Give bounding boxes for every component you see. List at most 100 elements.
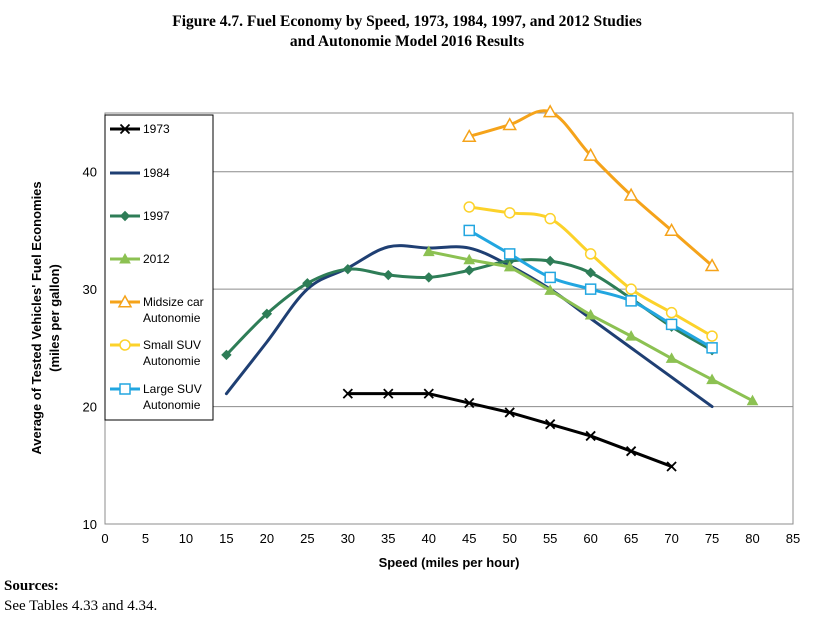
legend-item-1997-label: 1997 — [143, 209, 170, 223]
legend-item-midsize-car-autonomie: Midsize car Autonomie — [110, 294, 204, 325]
legend-item-2012-swatch-marker — [119, 252, 131, 264]
series-midsize-car-autonomie — [461, 104, 720, 272]
series-1997-point-15 — [221, 349, 232, 361]
x-tick-label-70: 70 — [664, 531, 678, 546]
series-1997-point-25 — [302, 278, 313, 289]
x-axis-tick-labels: 0 5 10 15 20 25 30 35 40 45 50 55 60 65 70 75 80 85 — [101, 531, 800, 546]
x-tick-label-35: 35 — [381, 531, 395, 546]
series-large-suv-autonomie-point-50 — [503, 248, 516, 260]
x-tick-label-40: 40 — [422, 531, 436, 546]
series-small-suv-autonomie-point-65 — [625, 283, 637, 295]
legend-item-small-suv-autonomie: Small SUV Autonomie — [110, 338, 201, 368]
x-axis-label: Speed (miles per hour) — [379, 555, 520, 570]
series-small-suv-autonomie-point-50 — [503, 207, 516, 219]
legend-item-midsize-car-autonomie-label-line-2: Autonomie — [143, 311, 201, 325]
legend-item-1973: 1973 — [110, 122, 170, 136]
series-large-suv-autonomie-point-65 — [625, 295, 637, 307]
x-tick-label-75: 75 — [705, 531, 719, 546]
series-2012-point-40 — [422, 245, 435, 257]
series-2012-point-75 — [706, 373, 718, 385]
figure-title-line-2: and Autonomie Model 2016 Results — [289, 33, 525, 50]
series-1973-point-60 — [585, 430, 596, 442]
legend-item-small-suv-autonomie-label-line-1: Small SUV — [143, 338, 201, 352]
series-large-suv-autonomie — [463, 224, 718, 354]
y-axis-label-line-2: (miles per gallon) — [47, 264, 62, 372]
series-1973-point-40 — [423, 388, 434, 399]
series-1984-line — [224, 244, 714, 409]
y-tick-label-40: 40 — [83, 165, 97, 180]
series-1973-point-35 — [383, 388, 394, 399]
series-midsize-car-autonomie-point-50 — [502, 117, 517, 131]
x-tick-label-20: 20 — [260, 531, 274, 546]
series-midsize-car-autonomie-point-70 — [664, 222, 679, 236]
series-small-suv-autonomie-point-70 — [665, 306, 678, 319]
series-midsize-car-autonomie-line — [467, 109, 714, 268]
legend-item-small-suv-autonomie-swatch-marker — [119, 339, 131, 351]
series-2012-point-50 — [503, 260, 516, 272]
series-1997-point-20 — [261, 308, 273, 320]
series-2012-point-65 — [625, 330, 637, 341]
y-tick-label-10: 10 — [83, 517, 97, 532]
series-midsize-car-autonomie-point-60 — [583, 147, 598, 161]
series-small-suv-autonomie-point-55 — [544, 212, 556, 225]
sources-text: See Tables 4.33 and 4.34. — [4, 598, 158, 614]
legend-item-1973-label: 1973 — [143, 122, 170, 136]
series-1973-point-50 — [504, 407, 515, 418]
x-tick-label-65: 65 — [624, 531, 638, 546]
figure-title-line-1: Figure 4.7. Fuel Economy by Speed, 1973,… — [172, 13, 642, 30]
legend-item-1984-label: 1984 — [143, 166, 170, 180]
legend-item-large-suv-autonomie-label-line-2: Autonomie — [143, 398, 201, 412]
x-tick-label-55: 55 — [543, 531, 557, 546]
series-large-suv-autonomie-point-70 — [665, 318, 678, 331]
legend-item-2012: 2012 — [110, 252, 170, 266]
series-1984 — [224, 244, 714, 409]
series-1973 — [342, 388, 677, 472]
x-tick-label-25: 25 — [300, 531, 314, 546]
series-1997-point-45 — [464, 265, 475, 276]
series-1997-point-30 — [342, 263, 354, 275]
series-1973-line — [346, 392, 674, 468]
x-tick-label-80: 80 — [745, 531, 759, 546]
figure-title: Figure 4.7. Fuel Economy by Speed, 1973,… — [0, 12, 814, 52]
series-small-suv-autonomie — [463, 201, 718, 342]
legend-item-1984: 1984 — [110, 166, 170, 180]
series-1973-point-55 — [545, 419, 556, 430]
legend-item-1997: 1997 — [110, 209, 170, 223]
series-large-suv-autonomie-point-55 — [544, 271, 556, 284]
legend-item-large-suv-autonomie-swatch-marker — [119, 383, 131, 395]
legend-item-small-suv-autonomie-label-line-2: Autonomie — [143, 354, 201, 368]
x-tick-label-60: 60 — [583, 531, 597, 546]
series-small-suv-autonomie-point-75 — [706, 330, 718, 342]
series-large-suv-autonomie-point-60 — [584, 283, 597, 295]
series-small-suv-autonomie-point-60 — [584, 248, 597, 260]
y-tick-label-20: 20 — [83, 400, 97, 415]
legend-item-2012-label: 2012 — [143, 252, 170, 266]
series-small-suv-autonomie-point-45 — [463, 201, 475, 213]
x-tick-label-85: 85 — [786, 531, 800, 546]
x-tick-label-50: 50 — [502, 531, 516, 546]
x-tick-label-5: 5 — [142, 531, 149, 546]
series-large-suv-autonomie-point-75 — [706, 342, 718, 354]
sources-heading: Sources: — [4, 578, 59, 594]
series-1973-point-30 — [342, 388, 353, 399]
series-1973-point-65 — [625, 446, 637, 457]
x-tick-label-45: 45 — [462, 531, 476, 546]
series-1997-point-55 — [544, 255, 556, 267]
x-tick-label-15: 15 — [219, 531, 233, 546]
legend-item-large-suv-autonomie: Large SUV Autonomie — [110, 382, 202, 412]
legend-item-large-suv-autonomie-label-line-1: Large SUV — [143, 382, 202, 396]
y-axis-tick-labels: 10 20 30 40 — [83, 165, 97, 532]
legend-item-1997-swatch-marker — [119, 210, 131, 222]
legend-item-midsize-car-autonomie-label-line-1: Midsize car — [143, 295, 204, 309]
series-1973-point-45 — [464, 397, 475, 409]
series-2012-point-80 — [746, 394, 759, 406]
series-2012-point-45 — [463, 253, 476, 265]
series-large-suv-autonomie-point-45 — [463, 224, 475, 237]
legend-box — [104, 114, 214, 421]
series-midsize-car-autonomie-point-55 — [542, 104, 558, 118]
x-tick-label-30: 30 — [341, 531, 355, 546]
series-1973-point-70 — [666, 461, 677, 472]
series-2012-point-70 — [665, 352, 678, 363]
